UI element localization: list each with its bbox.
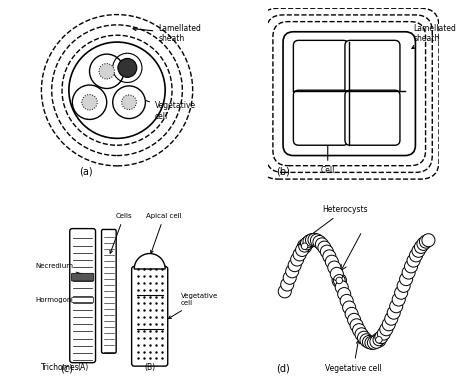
Circle shape xyxy=(404,260,418,273)
Circle shape xyxy=(343,301,356,314)
Text: (b): (b) xyxy=(276,166,290,176)
Circle shape xyxy=(305,234,319,247)
Circle shape xyxy=(414,240,428,253)
Circle shape xyxy=(90,54,124,89)
Circle shape xyxy=(320,245,333,258)
Circle shape xyxy=(402,266,415,279)
Circle shape xyxy=(308,233,321,246)
Circle shape xyxy=(385,312,398,325)
Circle shape xyxy=(390,300,403,313)
Circle shape xyxy=(407,254,420,267)
Circle shape xyxy=(281,278,294,291)
Circle shape xyxy=(395,286,408,299)
Circle shape xyxy=(99,64,114,79)
Text: (B): (B) xyxy=(144,363,155,372)
Circle shape xyxy=(283,271,296,284)
Circle shape xyxy=(122,95,137,110)
Circle shape xyxy=(397,280,410,292)
Circle shape xyxy=(291,253,304,266)
Circle shape xyxy=(325,255,338,268)
Text: (a): (a) xyxy=(79,166,93,176)
Circle shape xyxy=(387,306,400,319)
Circle shape xyxy=(350,319,363,332)
Circle shape xyxy=(337,288,351,301)
Circle shape xyxy=(288,259,301,272)
Circle shape xyxy=(278,285,292,298)
Text: Apical cell: Apical cell xyxy=(146,213,182,253)
Text: Lamellated
sheath: Lamellated sheath xyxy=(133,24,201,43)
Circle shape xyxy=(296,243,309,256)
Circle shape xyxy=(375,331,388,344)
Circle shape xyxy=(365,336,378,349)
Circle shape xyxy=(323,250,336,263)
FancyBboxPatch shape xyxy=(101,229,116,353)
FancyBboxPatch shape xyxy=(72,297,93,303)
Circle shape xyxy=(315,238,328,251)
FancyBboxPatch shape xyxy=(132,266,168,366)
Circle shape xyxy=(412,244,425,257)
Text: Trichomes: Trichomes xyxy=(41,363,80,372)
Circle shape xyxy=(370,335,383,348)
Circle shape xyxy=(347,313,361,326)
Circle shape xyxy=(377,327,391,340)
Text: (d): (d) xyxy=(276,364,290,374)
Circle shape xyxy=(340,295,353,308)
Text: Heterocysts: Heterocysts xyxy=(308,205,368,238)
Text: Cells: Cells xyxy=(110,213,132,253)
Text: Necredium: Necredium xyxy=(36,263,89,277)
Circle shape xyxy=(318,241,331,254)
Circle shape xyxy=(360,334,373,347)
Circle shape xyxy=(301,237,314,250)
Circle shape xyxy=(375,336,382,343)
Circle shape xyxy=(392,293,405,306)
Circle shape xyxy=(330,267,343,280)
Circle shape xyxy=(310,234,323,247)
Circle shape xyxy=(118,59,137,77)
Circle shape xyxy=(335,281,348,294)
Circle shape xyxy=(286,265,299,278)
Circle shape xyxy=(382,318,395,331)
Circle shape xyxy=(363,335,375,348)
Circle shape xyxy=(422,234,435,247)
Circle shape xyxy=(336,277,343,284)
Circle shape xyxy=(345,307,358,320)
FancyBboxPatch shape xyxy=(70,229,96,363)
Circle shape xyxy=(82,94,97,110)
Circle shape xyxy=(410,249,422,262)
Wedge shape xyxy=(134,254,165,269)
Text: Vegetative
cell: Vegetative cell xyxy=(168,293,218,318)
Text: Lamellated
sheath: Lamellated sheath xyxy=(412,24,456,49)
Text: (A): (A) xyxy=(77,363,88,372)
Circle shape xyxy=(400,273,413,286)
Text: Hormogone: Hormogone xyxy=(36,297,89,303)
Text: Cell: Cell xyxy=(320,124,335,175)
Circle shape xyxy=(417,237,430,250)
FancyBboxPatch shape xyxy=(293,40,348,95)
FancyBboxPatch shape xyxy=(345,90,400,145)
Circle shape xyxy=(303,235,316,248)
Circle shape xyxy=(419,235,432,248)
Circle shape xyxy=(357,331,371,344)
Circle shape xyxy=(301,243,308,249)
Circle shape xyxy=(367,336,381,349)
Circle shape xyxy=(380,323,393,336)
Text: (c): (c) xyxy=(60,364,73,374)
FancyBboxPatch shape xyxy=(72,273,94,281)
Circle shape xyxy=(355,328,368,341)
Circle shape xyxy=(313,236,326,248)
Circle shape xyxy=(293,248,306,261)
Text: Vegetative cell: Vegetative cell xyxy=(325,340,382,373)
Circle shape xyxy=(113,86,146,119)
Circle shape xyxy=(73,85,107,119)
FancyBboxPatch shape xyxy=(345,40,400,95)
FancyBboxPatch shape xyxy=(293,90,348,145)
Text: Vegetative
cell: Vegetative cell xyxy=(140,98,196,121)
Circle shape xyxy=(353,324,365,337)
Circle shape xyxy=(328,261,341,274)
